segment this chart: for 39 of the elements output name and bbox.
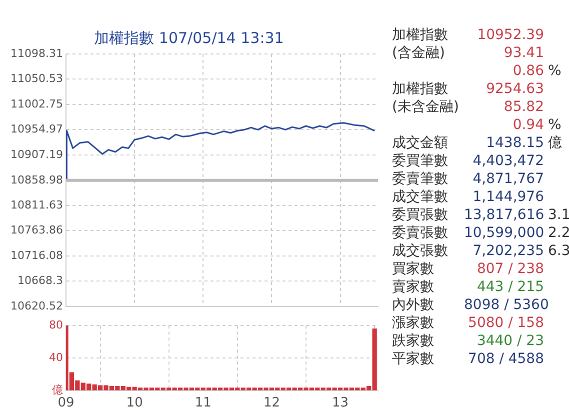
chart-title: 加權指數 107/05/14 13:31 (94, 28, 284, 47)
y-tick-label: 10811.63 (10, 198, 63, 212)
x-tick-label: 10 (126, 395, 143, 408)
text: (含金融) 93.41 (392, 45, 544, 61)
y-tick-label: 40 (49, 350, 63, 364)
text: 成交筆數 1,144,976 (392, 189, 544, 205)
x-tick-label: 13 (332, 395, 349, 408)
text: 漲家數 5080 / 158 (392, 315, 544, 331)
y-tick-label: 10763.86 (10, 224, 63, 237)
y-tick-label: 10716.08 (10, 248, 63, 262)
text: 跌家數 3440 / 23 (392, 333, 544, 349)
x-tick-label: 11 (194, 395, 212, 408)
text: 買家數 807 / 238 (392, 261, 544, 277)
y-tick-label: 10954.97 (10, 122, 63, 136)
text: 內外數 8098 / 5360 (392, 297, 549, 313)
y-tick-label: 10858.98 (10, 173, 63, 186)
y-tick-label: 10668.3 (18, 274, 63, 288)
text: 委買張數 13,817,616 3.1 (392, 206, 569, 224)
text: 加權指數 9254.63 (392, 81, 544, 97)
text: (未含金融) 85.82 (392, 99, 544, 115)
y-tick-label: 10620.52 (10, 299, 63, 312)
y-tick-label: 億 (52, 383, 63, 396)
text: 加權指數 10952.39 (392, 27, 544, 43)
text: 平家數 708 / 4588 (392, 351, 544, 367)
text: 委賣筆數 4,871,767 (392, 171, 544, 187)
x-tick-label: 12 (263, 395, 280, 408)
y-tick-label: 11002.75 (10, 97, 63, 110)
y-tick-label: 11050.53 (10, 72, 63, 86)
text: 成交張數 7,202,235 6.3 (392, 243, 569, 259)
text: 0.86 % (512, 62, 562, 80)
x-tick-label: 09 (58, 395, 74, 408)
y-tick-label: 10907.19 (10, 148, 63, 161)
text: 賣家數 443 / 215 (392, 279, 544, 295)
y-tick-label: 80 (49, 318, 63, 332)
text: 成交金額 1438.15 億 (392, 135, 562, 151)
text: 0.94 % (512, 116, 562, 134)
text: 委買筆數 4,403,472 (392, 153, 544, 169)
y-tick-label: 11098.31 (10, 46, 63, 60)
text: 委賣張數 10,599,000 2.2 (392, 224, 569, 242)
